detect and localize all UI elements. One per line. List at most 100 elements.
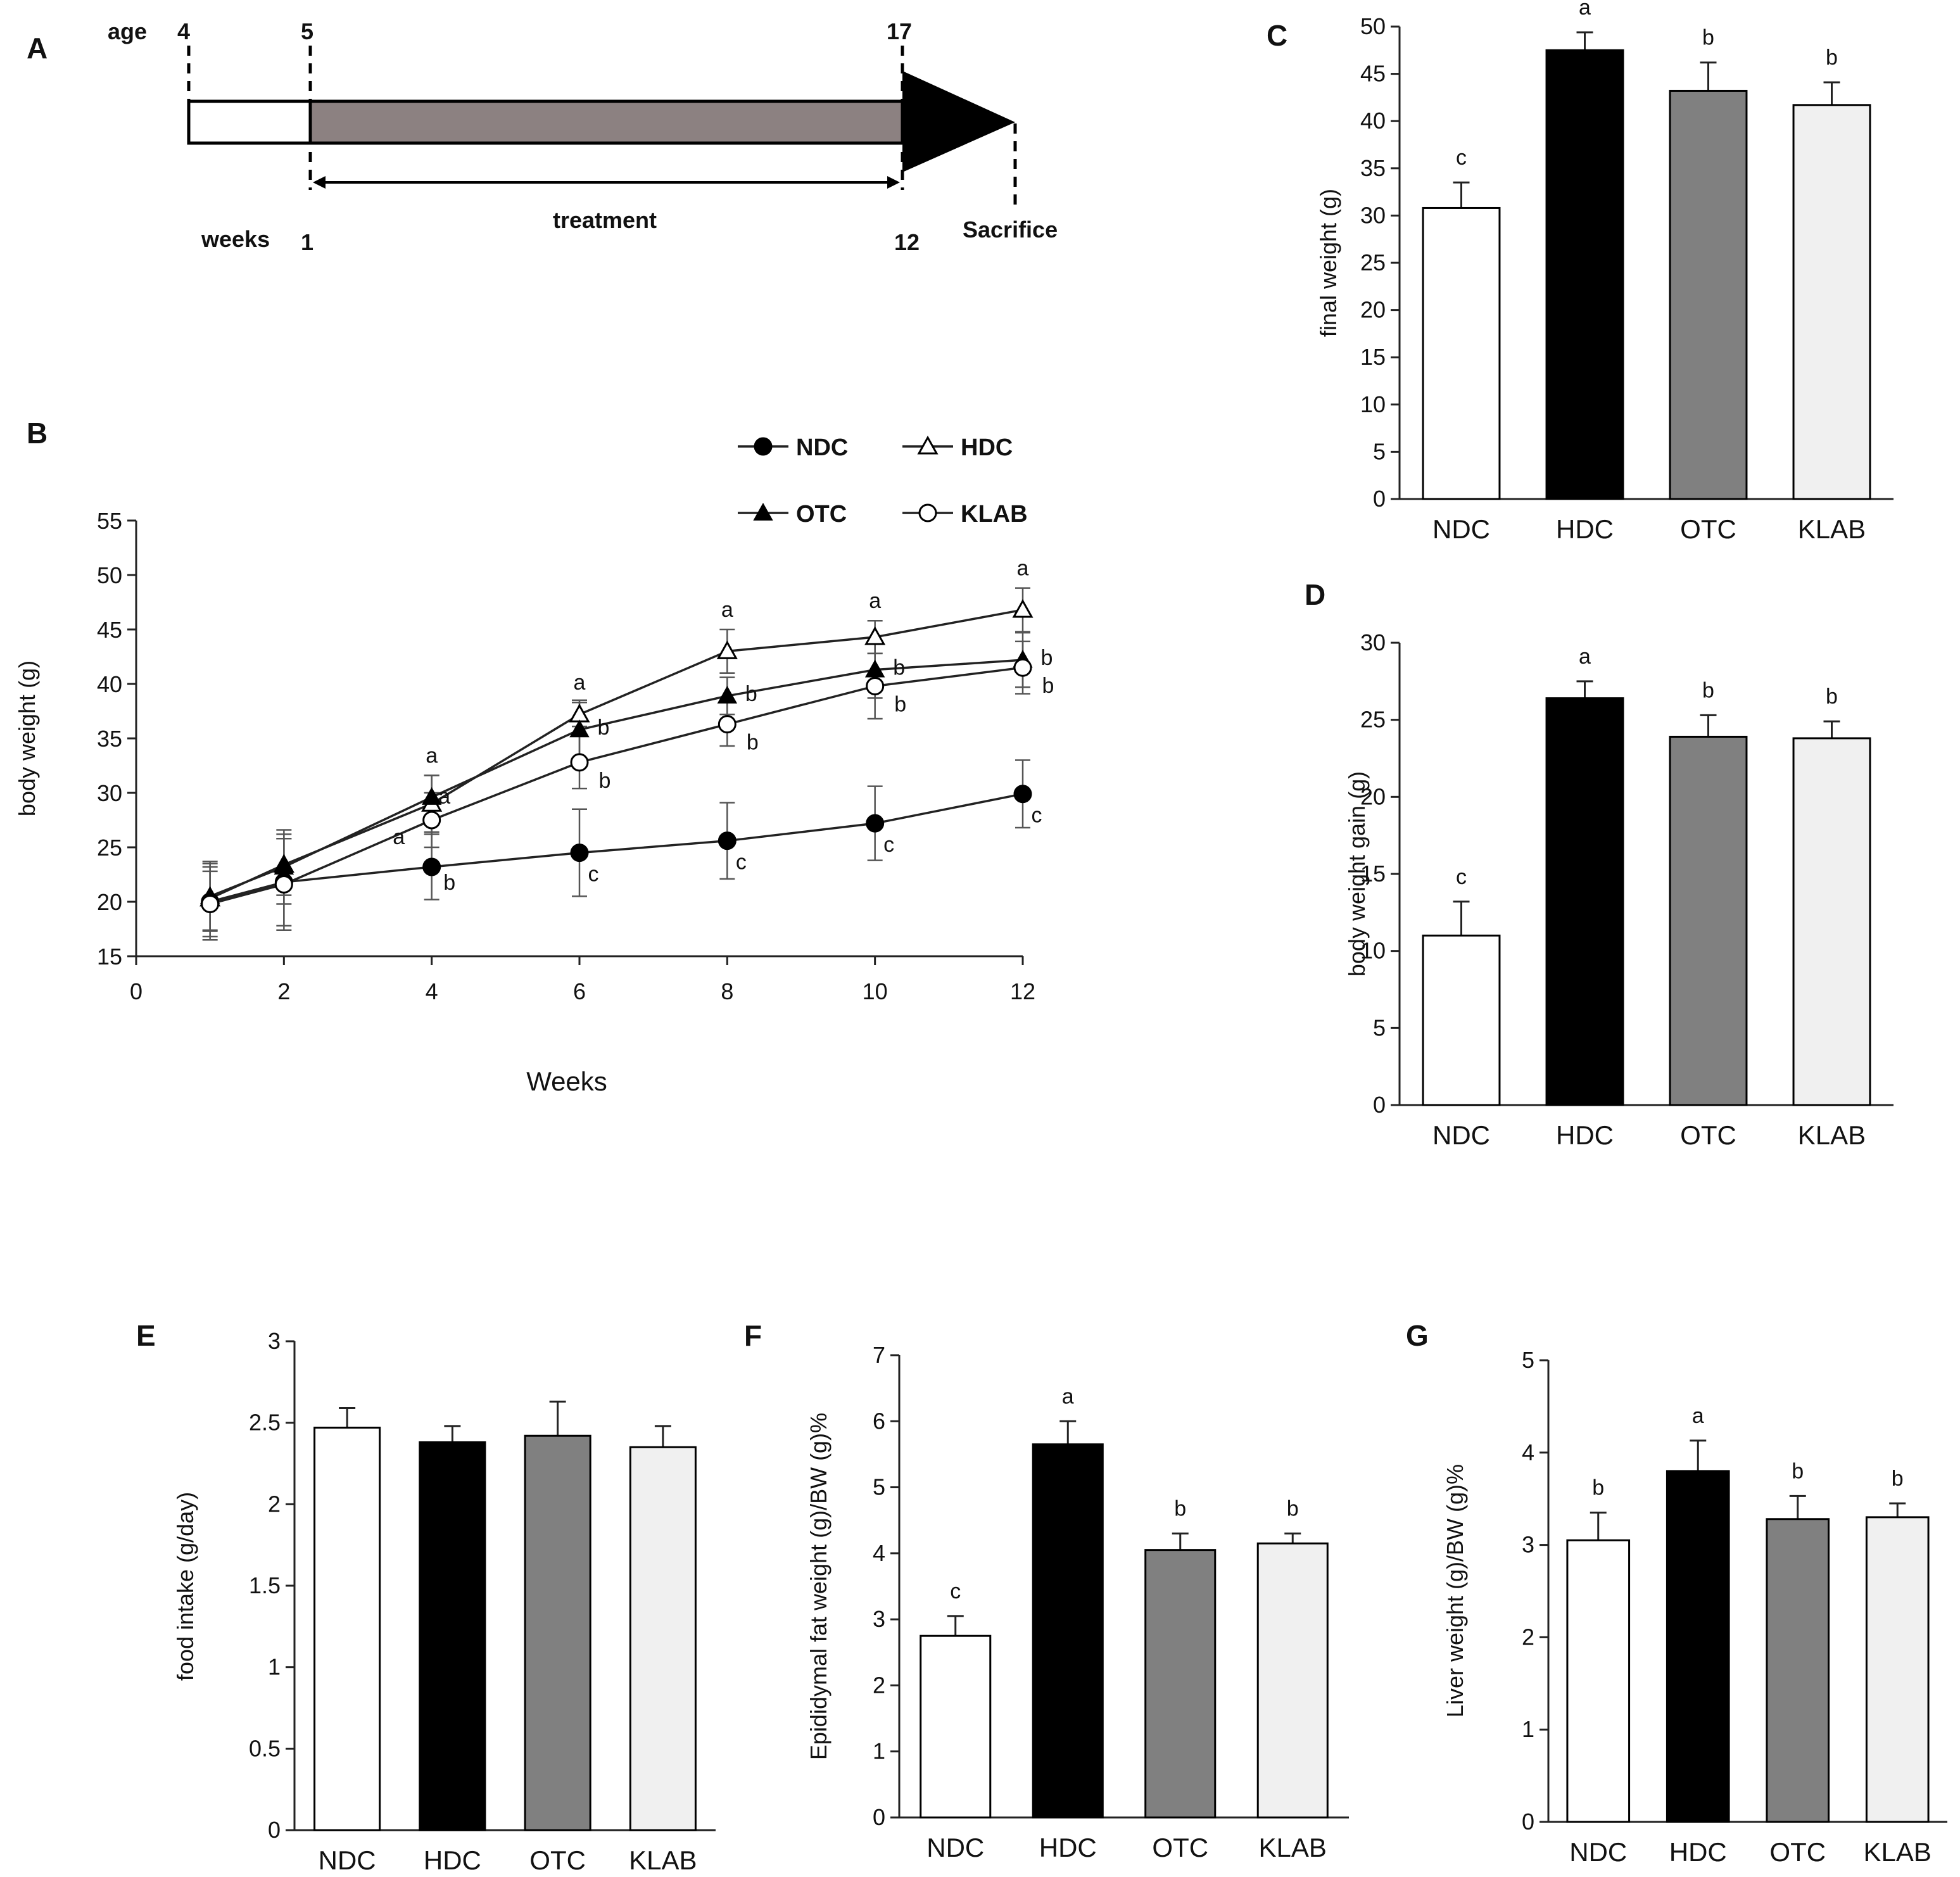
data-point-klab (718, 715, 737, 734)
y-tick-label: 55 (97, 508, 122, 534)
significance-label: b (1826, 685, 1838, 709)
x-category-label: KLAB (629, 1845, 697, 1875)
bar-hdc (1032, 1443, 1104, 1819)
age-treat-label: 5 (301, 18, 313, 44)
y-tick-label: 4 (873, 1540, 885, 1566)
bar-ndc (920, 1634, 992, 1819)
panel-d-weight-gain-bar-chart: D 0 5 10 15 20 25 30 body weight gain (g) c NDC a H… (1305, 578, 1894, 1150)
sacrifice-label: Sacrifice (963, 217, 1058, 243)
y-tick-label: 15 (1360, 344, 1386, 370)
panel-a-timeline: A age 4 5 17 weeks 1 treatment 12 Sacrif… (27, 18, 1058, 255)
significance-label: b (745, 682, 757, 706)
x-category-label: HDC (1556, 514, 1614, 544)
significance-label: b (1041, 646, 1053, 670)
x-category-label: OTC (1152, 1833, 1208, 1862)
treatment-period-bar (308, 99, 904, 145)
timeline-arrowhead (902, 71, 1015, 172)
bar-klab (1865, 1516, 1930, 1823)
panel-label-d: D (1305, 578, 1325, 611)
panel-e-food-intake-bar-chart: E 0 0.5 1 1.5 2 2.5 3 food intake (g/day) NDC HDC… (136, 1319, 716, 1875)
x-category-label: KLAB (1798, 514, 1866, 544)
legend-label-hdc: HDC (961, 434, 1013, 461)
significance-label: b (1592, 1476, 1604, 1500)
panel-f-epididymal-fat-bar-chart: F 0 1 2 3 4 5 6 7 Epididymal fat weight (g)/BW (… (744, 1319, 1349, 1862)
data-point-hdc (1012, 598, 1034, 618)
bar-hdc (1545, 49, 1624, 500)
significance-label: b (894, 692, 906, 716)
y-axis-label: Epididymal fat weight (g)/BW (g)% (806, 1413, 831, 1760)
x-category-label: NDC (1569, 1837, 1627, 1867)
panel-label-e: E (136, 1319, 156, 1352)
treatment-span-arrow-left (313, 176, 326, 189)
data-point-hdc (864, 626, 886, 645)
y-tick-label: 5 (1522, 1347, 1534, 1373)
bar-ndc (1566, 1539, 1631, 1823)
y-tick-label: 1.5 (249, 1572, 281, 1598)
age-start-label: 4 (177, 18, 190, 44)
treatment-span-arrow-right (887, 176, 900, 189)
significance-label: b (1287, 1497, 1299, 1521)
data-point-otc (421, 787, 442, 805)
panel-label-f: F (744, 1319, 762, 1352)
legend-label-klab: KLAB (961, 501, 1028, 528)
y-tick-label: 3 (1522, 1532, 1534, 1558)
legend-label-ndc: NDC (796, 434, 848, 461)
bar-klab (1256, 1542, 1329, 1819)
y-axis-label: body weight gain (g) (1344, 771, 1370, 976)
panel-label-c: C (1267, 19, 1287, 52)
y-tick-label: 35 (97, 726, 122, 752)
y-tick-label: 1 (1522, 1716, 1534, 1742)
x-tick-label: 12 (1010, 978, 1035, 1004)
bar-otc (524, 1434, 591, 1831)
significance-label: b (1826, 46, 1838, 70)
y-tick-label: 1 (873, 1738, 885, 1764)
weeks-label: weeks (201, 226, 270, 252)
panel-label-a: A (27, 32, 47, 65)
significance-label: c (588, 863, 599, 887)
x-category-label: OTC (1680, 1120, 1736, 1150)
significance-label: b (893, 656, 905, 680)
significance-label: c (950, 1579, 961, 1603)
panel-b-body-weight-line-chart: B 15 20 25 30 35 40 45 50 55 0 2 4 6 8 10 12 body weight… (14, 417, 1054, 1096)
y-tick-label: 5 (1373, 1014, 1386, 1040)
panel-c-final-weight-bar-chart: C 0 5 10 15 20 25 30 35 40 45 50 final weight (g) c N… (1267, 0, 1894, 544)
y-tick-label: 2 (873, 1672, 885, 1698)
significance-label: b (599, 769, 611, 793)
legend-marker-otc (753, 502, 773, 521)
y-tick-label: 25 (97, 835, 122, 861)
y-tick-label: 45 (97, 617, 122, 643)
significance-label: b (1174, 1497, 1186, 1521)
x-tick-label: 6 (573, 978, 586, 1004)
x-category-label: KLAB (1259, 1833, 1327, 1862)
y-axis-label: final weight (g) (1315, 189, 1341, 337)
significance-label: b (598, 716, 610, 740)
x-tick-label: 4 (426, 978, 438, 1004)
significance-label: c (1032, 804, 1042, 828)
y-tick-label: 7 (873, 1342, 885, 1368)
data-point-klab (1013, 658, 1032, 677)
significance-label: a (574, 671, 586, 695)
week-end-label: 12 (894, 229, 920, 255)
y-tick-label: 0.5 (249, 1735, 281, 1761)
x-category-label: KLAB (1798, 1120, 1866, 1150)
y-tick-label: 4 (1522, 1439, 1534, 1465)
series-line-hdc (209, 609, 1023, 900)
y-axis-label: body weight (g) (14, 660, 40, 816)
y-tick-label: 30 (97, 780, 122, 806)
data-point-ndc (570, 844, 589, 863)
y-tick-label: 50 (97, 562, 122, 588)
significance-label: b (1702, 26, 1714, 50)
significance-label: b (1042, 674, 1054, 698)
x-tick-label: 0 (130, 978, 142, 1004)
bar-otc (1144, 1549, 1217, 1819)
y-tick-label: 40 (97, 671, 122, 697)
series-line-ndc (210, 793, 1023, 903)
significance-label: a (869, 589, 881, 613)
data-point-otc (569, 719, 590, 738)
significance-label: a (1692, 1404, 1704, 1428)
y-tick-label: 0 (1373, 486, 1386, 512)
y-tick-label: 45 (1360, 61, 1386, 87)
data-point-klab (866, 676, 885, 695)
significance-label: b (443, 871, 455, 895)
